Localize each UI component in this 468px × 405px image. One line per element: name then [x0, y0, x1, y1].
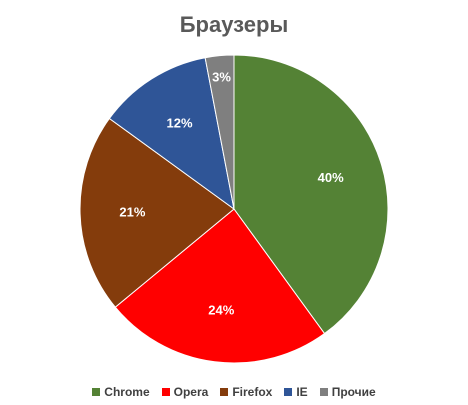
- data-label-chrome: 40%: [318, 170, 344, 185]
- legend-label-other: Прочие: [331, 385, 376, 399]
- legend-swatch-other: [319, 388, 328, 396]
- pie-slice-other: [204, 54, 235, 210]
- legend-item-firefox: Firefox: [220, 385, 272, 399]
- legend-label-chrome: Chrome: [104, 385, 150, 399]
- data-label-other: 3%: [212, 70, 231, 85]
- legend-item-opera: Opera: [161, 385, 209, 399]
- pie-slice-firefox: [79, 117, 235, 308]
- data-label-opera: 24%: [208, 302, 234, 317]
- legend-swatch-ie: [284, 388, 293, 396]
- pie-slice-chrome: [233, 54, 389, 335]
- legend-item-other: Прочие: [319, 385, 376, 399]
- data-label-firefox: 21%: [119, 205, 145, 220]
- legend: Chrome Opera Firefox IE Прочие: [0, 383, 468, 401]
- legend-item-ie: IE: [284, 385, 308, 399]
- pie-slices: [79, 54, 389, 364]
- legend-label-opera: Opera: [173, 385, 209, 399]
- legend-label-firefox: Firefox: [232, 385, 273, 399]
- chart-title: Браузеры: [179, 12, 289, 37]
- pie-slice-ie: [108, 57, 235, 211]
- legend-item-chrome: Chrome: [92, 385, 150, 399]
- legend-swatch-firefox: [220, 388, 229, 396]
- pie-labels: 40% 24% 21% 12% 3%: [119, 70, 344, 318]
- legend-swatch-chrome: [92, 388, 101, 396]
- legend-label-ie: IE: [296, 385, 308, 399]
- data-label-ie: 12%: [167, 116, 193, 131]
- legend-swatch-opera: [161, 388, 170, 396]
- pie-slice-opera: [114, 208, 326, 364]
